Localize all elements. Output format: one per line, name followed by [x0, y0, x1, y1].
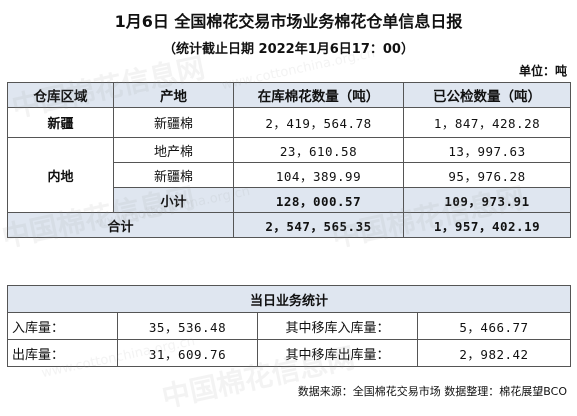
daily-business-table: 当日业务统计 入库量： 35，536.48 其中移库入库量： 5，466.77 … — [6, 285, 572, 367]
region-xinjiang: 新疆 — [7, 107, 114, 138]
outbound-label: 出库量： — [7, 339, 118, 367]
total-inspected: 1，957，402.19 — [403, 212, 571, 238]
origin-cell: 新疆棉 — [113, 162, 234, 188]
data-source-footer: 数据来源：全国棉花交易市场 数据整理：棉花展望BCO — [297, 385, 567, 398]
header-inspected: 已公检数量（吨） — [403, 82, 571, 108]
region-inland: 内地 — [7, 137, 114, 213]
unit-label: 单位：吨 — [518, 64, 567, 78]
report-title: 1月6日 全国棉花交易市场业务棉花仓单信息日报 — [114, 12, 463, 31]
in-stock-cell: 2，419，564.78 — [233, 107, 404, 138]
in-stock-cell: 23，610.58 — [233, 137, 404, 163]
subtotal-in-stock: 128，000.57 — [233, 187, 404, 213]
business-header: 当日业务统计 — [6, 285, 572, 313]
transfer-outbound-value: 2，982.42 — [416, 339, 572, 367]
inbound-value: 35，536.48 — [117, 312, 258, 340]
report-subtitle: （统计截止日期 2022年1月6日17：00） — [163, 42, 414, 57]
origin-cell: 地产棉 — [113, 137, 234, 163]
origin-cell: 新疆棉 — [113, 107, 234, 138]
business-header-row: 当日业务统计 — [6, 285, 572, 313]
in-stock-cell: 104，389.99 — [233, 162, 404, 188]
warehouse-receipt-table: 仓库区域 产地 在库棉花数量（吨） 已公检数量（吨） 新疆 新疆棉 2，419，… — [7, 82, 571, 238]
inspected-cell: 95，976.28 — [403, 162, 571, 188]
table-row: 新疆棉 104，389.99 95，976.28 — [8, 162, 571, 188]
table-row: 新疆 新疆棉 2，419，564.78 1，847，428.28 — [7, 107, 571, 138]
total-row: 合计 2，547，565.35 1，957，402.19 — [7, 212, 571, 238]
subtotal-inspected: 109，973.91 — [403, 187, 571, 213]
transfer-inbound-value: 5，466.77 — [416, 312, 572, 340]
outbound-value: 31，609.76 — [117, 339, 258, 367]
table-row: 内地 地产棉 23，610.58 13，997.63 — [7, 137, 571, 213]
header-region: 仓库区域 — [7, 82, 114, 108]
subtotal-label: 小计 — [113, 187, 234, 213]
inspected-cell: 1，847，428.28 — [403, 107, 571, 138]
header-origin: 产地 — [113, 82, 234, 108]
table-row: 入库量： 35，536.48 其中移库入库量： 5，466.77 — [7, 312, 572, 340]
transfer-outbound-label: 其中移库出库量： — [257, 339, 418, 367]
header-in-stock: 在库棉花数量（吨） — [233, 82, 404, 108]
inspected-cell: 13，997.63 — [403, 137, 571, 163]
transfer-inbound-label: 其中移库入库量： — [257, 312, 418, 340]
table-header-row: 仓库区域 产地 在库棉花数量（吨） 已公检数量（吨） — [7, 82, 571, 108]
inbound-label: 入库量： — [7, 312, 118, 340]
total-in-stock: 2，547，565.35 — [233, 212, 404, 238]
subtotal-row: 小计 128，000.57 109，973.91 — [8, 187, 571, 213]
total-label: 合计 — [7, 212, 234, 238]
table-row: 出库量： 31，609.76 其中移库出库量： 2，982.42 — [7, 339, 572, 367]
